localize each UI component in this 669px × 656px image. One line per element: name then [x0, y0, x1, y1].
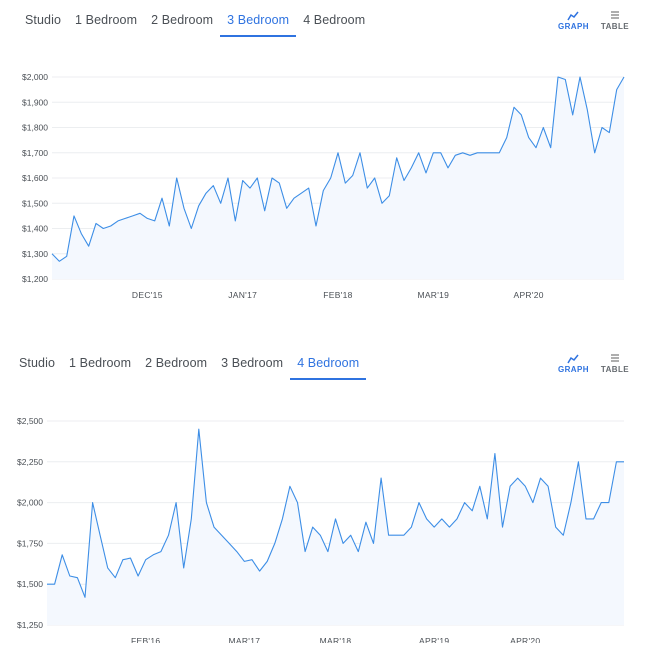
y-tick-label: $1,600 [22, 173, 48, 183]
x-tick-label: DEC'15 [132, 290, 163, 300]
y-tick-label: $1,500 [17, 579, 43, 589]
table-view-button[interactable]: TABLE [601, 353, 629, 374]
x-tick-label: MAR'17 [229, 636, 261, 643]
graph-label: GRAPH [558, 365, 589, 374]
table-label: TABLE [600, 365, 629, 374]
y-tick-label: $2,000 [22, 72, 48, 82]
rent-chart-panel-4-bedroom: Studio 1 Bedroom 2 Bedroom 3 Bedroom 4 B… [0, 343, 669, 656]
x-tick-label: FEB'18 [323, 290, 352, 300]
tab-studio[interactable]: Studio [25, 13, 62, 27]
table-lines-icon [610, 354, 619, 362]
x-tick-label: APR'20 [513, 290, 543, 300]
x-tick-label: APR'19 [419, 636, 449, 643]
tab-3-bedroom[interactable]: 3 Bedroom [220, 10, 297, 37]
view-toggle: GRAPH TABLE [558, 353, 629, 374]
y-tick-label: $1,500 [22, 198, 48, 208]
graph-view-button[interactable]: GRAPH [558, 353, 589, 374]
x-tick-label: APR'20 [510, 636, 540, 643]
series-area-fill [47, 429, 624, 625]
tab-1-bedroom[interactable]: 1 Bedroom [69, 356, 132, 370]
x-tick-label: MAR'18 [320, 636, 352, 643]
rent-chart-panel-3-bedroom: Studio 1 Bedroom 2 Bedroom 3 Bedroom 4 B… [0, 0, 669, 300]
y-tick-label: $1,400 [22, 224, 48, 234]
line-graph-icon [567, 354, 580, 364]
y-tick-label: $1,250 [17, 620, 43, 630]
table-lines-icon [610, 11, 619, 19]
y-tick-label: $1,700 [22, 148, 48, 158]
tab-studio[interactable]: Studio [19, 356, 56, 370]
y-tick-label: $2,500 [17, 416, 43, 426]
tab-2-bedroom[interactable]: 2 Bedroom [151, 13, 214, 27]
y-tick-label: $1,750 [17, 538, 43, 548]
series-line [47, 428, 624, 598]
tab-4-bedroom[interactable]: 4 Bedroom [290, 353, 367, 380]
bedroom-tabs: Studio 1 Bedroom 2 Bedroom 3 Bedroom 4 B… [18, 10, 372, 37]
tab-1-bedroom[interactable]: 1 Bedroom [75, 13, 138, 27]
graph-label: GRAPH [558, 22, 589, 31]
tab-3-bedroom[interactable]: 3 Bedroom [221, 356, 284, 370]
tab-2-bedroom[interactable]: 2 Bedroom [145, 356, 208, 370]
x-tick-label: FEB'16 [131, 636, 160, 643]
series-line [51, 76, 625, 262]
y-tick-label: $2,250 [17, 457, 43, 467]
view-toggle: GRAPH TABLE [558, 10, 629, 31]
rent-history-chart: $1,200 $1,300 $1,400 $1,500 $1,600 $1,700 $1,8… [22, 72, 625, 300]
series-area-fill [52, 77, 624, 279]
y-tick-label: $2,000 [17, 498, 43, 508]
rent-history-chart: $1,250 $1,500 $1,750 $2,000 $2,250 $2,500 FEB'… [17, 416, 624, 643]
tab-4-bedroom[interactable]: 4 Bedroom [303, 13, 366, 27]
graph-view-button[interactable]: GRAPH [558, 10, 589, 31]
y-tick-label: $1,300 [22, 249, 48, 259]
x-tick-label: MAR'19 [417, 290, 449, 300]
y-tick-label: $1,900 [22, 97, 48, 107]
bedroom-tabs: Studio 1 Bedroom 2 Bedroom 3 Bedroom 4 B… [12, 353, 367, 380]
line-graph-icon [567, 11, 580, 21]
table-label: TABLE [600, 22, 629, 31]
y-tick-label: $1,200 [22, 274, 48, 284]
x-tick-label: JAN'17 [228, 290, 257, 300]
y-tick-label: $1,800 [22, 123, 48, 133]
table-view-button[interactable]: TABLE [601, 10, 629, 31]
